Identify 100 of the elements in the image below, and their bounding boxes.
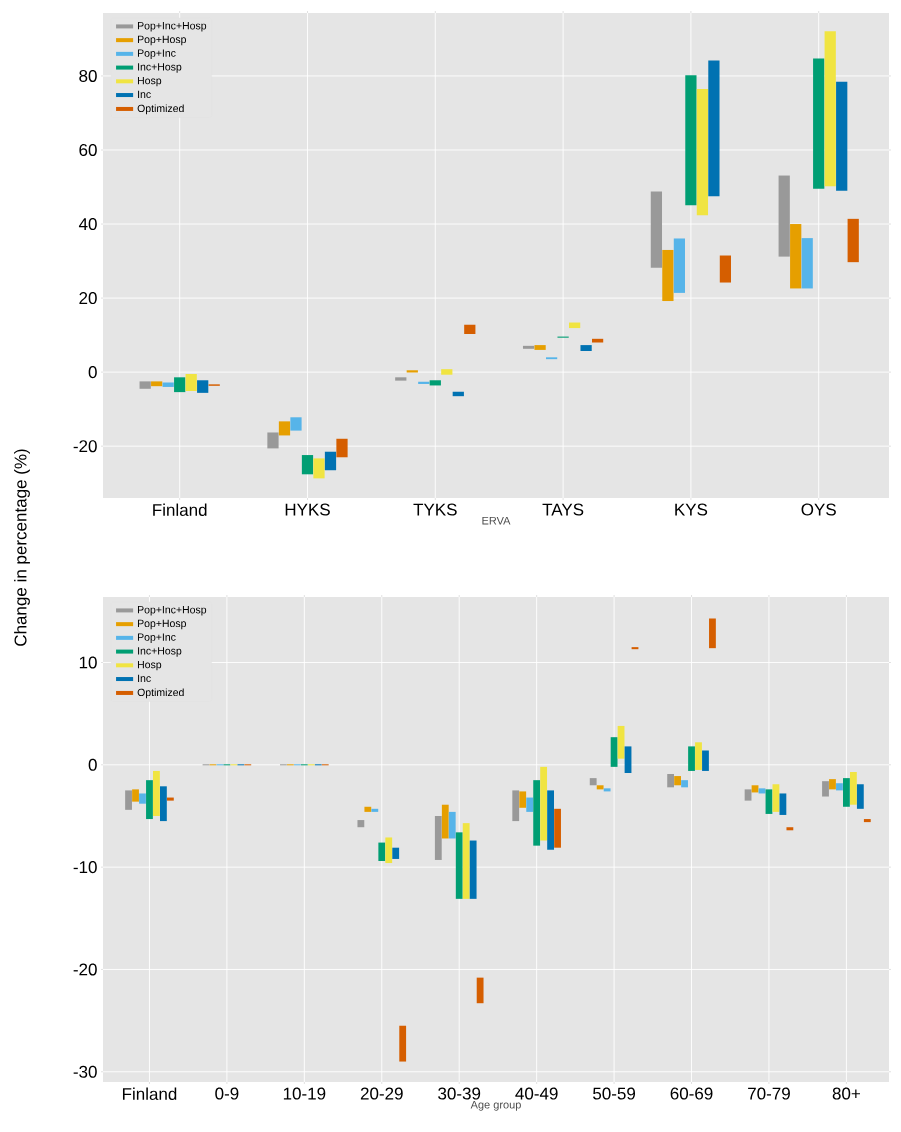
legend-label: Hosp [137,660,162,671]
legend-label: Pop+Inc [137,49,176,59]
y-tick-label: -10 [73,861,97,874]
bar [174,377,186,393]
bar [596,785,604,790]
bar [603,788,611,792]
bar [824,31,836,187]
bar [462,823,470,899]
bar [836,81,848,191]
x-tick-label: 10-19 [283,1087,326,1100]
x-axis-title: ERVA [482,516,511,525]
y-tick-label: 20 [79,292,97,305]
bar [779,793,787,815]
bar [580,345,592,352]
bar [719,255,732,283]
bar [301,455,314,475]
legend-label: Inc [138,90,151,99]
bar [836,783,843,791]
bar [708,60,720,197]
bar [455,832,463,899]
bar [146,780,153,820]
bar [290,417,302,431]
bar [843,778,850,807]
bar [378,842,386,861]
bar [324,451,337,471]
bar [673,238,686,293]
bar [547,790,554,850]
legend-label: Optimized [137,104,184,115]
bar [392,847,400,859]
bar [847,218,859,263]
bar [469,840,477,899]
y-tick-label: -20 [73,963,97,976]
y-tick-label: 80 [79,69,97,82]
legend-label: Pop+Inc [137,633,176,643]
bar [125,790,132,810]
bar [765,789,773,814]
x-tick-label: 0-9 [215,1087,239,1100]
bar [790,224,802,289]
bar [702,750,709,771]
bar [522,345,535,349]
bar [778,175,790,257]
x-tick-label: KYS [675,503,708,516]
x-tick-label: 40-49 [515,1087,558,1100]
bar [554,808,561,848]
bar [533,780,541,846]
legend-label: Optimized [137,688,184,699]
bar [856,784,864,809]
x-tick-label: Finland [122,1087,177,1101]
y-axis-title: Change in percentage (%) [14,449,30,646]
bar [674,776,681,786]
bar [863,819,871,823]
bar [448,811,456,839]
legend-label: Pop+Hosp [137,619,186,630]
bar [667,774,675,788]
bar [185,373,197,392]
bar [801,238,813,289]
bar [139,381,151,389]
bar [650,191,663,268]
bar [434,815,442,860]
bar [685,75,697,206]
bar [519,791,527,808]
bar [166,797,174,801]
legend-label: Inc [138,674,151,683]
x-tick-label: Finland [153,503,207,517]
bar [159,786,167,822]
y-tick-label: -20 [73,440,97,453]
legend-label: Inc+Hosp [138,647,182,657]
y-tick-label: 60 [79,143,97,157]
x-tick-label: 50-59 [593,1087,636,1100]
bar [591,338,604,343]
bar [267,432,279,449]
bar [464,324,476,334]
bar [151,381,163,387]
legend-label: Pop+Inc+Hosp [137,22,207,32]
bar [429,380,441,386]
x-tick-label: 60-69 [670,1087,713,1100]
x-tick-label: HYKS [285,503,330,516]
legend-label: Pop+Hosp [137,35,186,46]
bar [849,771,857,805]
x-tick-label: TYKS [413,503,457,516]
bar [313,458,325,479]
x-tick-label: TAYS [542,503,584,516]
legend-label: Inc+Hosp [138,63,182,73]
bar [624,746,632,773]
bar [441,804,449,839]
x-axis-title: Age group [470,1100,521,1111]
bar [695,742,702,770]
bar [441,369,453,375]
y-tick-label: 40 [78,218,97,231]
bar [139,793,146,804]
bar [540,766,548,841]
y-tick-label: -30 [73,1065,97,1078]
bar [534,345,546,350]
x-tick-label: 30-39 [438,1087,481,1100]
y-tick-label: 0 [88,366,97,379]
bar [829,779,836,790]
bar [132,789,139,802]
bar [385,837,393,864]
bar [278,421,291,436]
bar [336,438,348,458]
